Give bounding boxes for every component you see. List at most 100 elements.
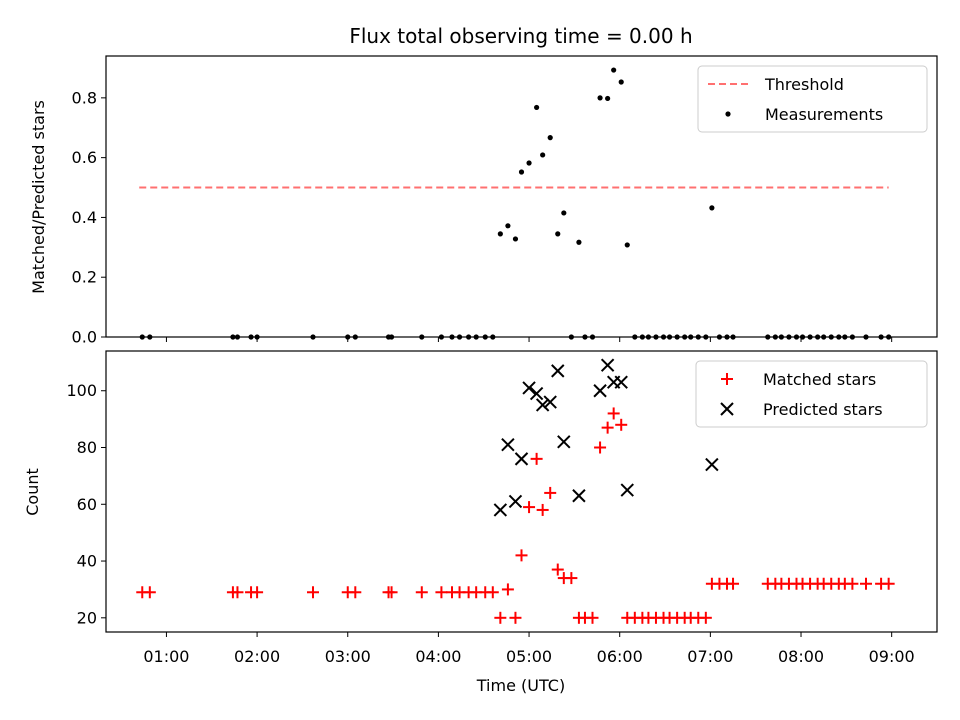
ratio-y-tick-label: 0.2 bbox=[72, 268, 97, 287]
count-y-tick-label: 20 bbox=[77, 608, 97, 627]
x-tick-label: 01:00 bbox=[143, 647, 189, 666]
legend-matched-swatch bbox=[721, 373, 733, 385]
count-y-tick-label: 80 bbox=[77, 438, 97, 457]
x-tick-label: 05:00 bbox=[506, 647, 552, 666]
ratio-legend-box bbox=[697, 65, 928, 133]
matched-star-point bbox=[565, 572, 578, 585]
x-axis-label: Time (UTC) bbox=[476, 676, 565, 695]
matched-star-point bbox=[523, 501, 536, 514]
predicted-star-point bbox=[535, 398, 550, 412]
matched-star-point bbox=[306, 586, 319, 599]
ratio-y-tick-label: 0.0 bbox=[72, 328, 97, 347]
x-tick-label: 08:00 bbox=[778, 647, 824, 666]
legend-predicted-label: Predicted stars bbox=[763, 400, 883, 419]
measurement-point bbox=[709, 205, 715, 211]
measurement-point bbox=[547, 135, 553, 141]
count-panel: 20 40 60 80 100 01:00 02:00 03:00 04:00 05:00 06:… bbox=[23, 350, 938, 695]
measurement-point bbox=[512, 236, 519, 242]
count-legend: Matched stars Predicted stars bbox=[695, 360, 928, 428]
predicted-star-point bbox=[543, 395, 557, 409]
ratio-y-axis-label: Matched/Predicted stars bbox=[29, 100, 48, 294]
matched-star-point bbox=[727, 577, 740, 590]
matched-star-point bbox=[607, 407, 620, 420]
predicted-star-point bbox=[600, 358, 615, 372]
ratio-plot-area bbox=[139, 67, 892, 340]
matched-star-point bbox=[385, 586, 398, 599]
predicted-star-point bbox=[572, 489, 586, 503]
matched-star-point bbox=[494, 611, 507, 624]
ratio-panel: Flux total observing time = 0.00 h 0.00.… bbox=[29, 24, 938, 347]
x-tick-label: 06:00 bbox=[597, 647, 643, 666]
matched-star-point bbox=[544, 486, 557, 499]
matched-star-point bbox=[415, 586, 428, 599]
matched-star-point bbox=[435, 586, 448, 599]
matched-star-point bbox=[509, 611, 522, 624]
measurement-point bbox=[605, 95, 611, 102]
matched-star-point bbox=[846, 577, 859, 590]
chart-title: Flux total observing time = 0.00 h bbox=[349, 24, 692, 48]
predicted-star-point bbox=[501, 437, 515, 452]
ratio-legend: Threshold Measurements bbox=[697, 65, 928, 133]
ratio-axes-frame bbox=[105, 55, 938, 338]
matched-star-point bbox=[882, 577, 895, 590]
ratio-y-tick-label: 0.6 bbox=[72, 148, 97, 167]
count-y-tick-label: 40 bbox=[77, 552, 97, 571]
x-tick-label: 03:00 bbox=[325, 647, 371, 666]
matched-star-point bbox=[615, 418, 628, 431]
x-tick-label: 04:00 bbox=[415, 647, 461, 666]
matched-star-point bbox=[536, 503, 549, 516]
measurement-point bbox=[618, 79, 624, 85]
measurement-point bbox=[534, 104, 540, 111]
matched-star-point bbox=[586, 611, 599, 624]
predicted-star-point bbox=[705, 457, 719, 472]
measurement-point bbox=[561, 210, 567, 216]
matched-star-point bbox=[594, 441, 607, 454]
measurement-point bbox=[624, 242, 630, 248]
predicted-star-point bbox=[614, 375, 628, 389]
legend-threshold-label: Threshold bbox=[764, 75, 844, 94]
count-y-tick-label: 60 bbox=[77, 495, 97, 514]
legend-predicted-swatch bbox=[720, 402, 734, 416]
legend-measurements-swatch bbox=[725, 111, 731, 117]
count-axes-frame bbox=[105, 350, 938, 633]
predicted-star-point bbox=[508, 494, 523, 509]
ratio-y-ticks: 0.0 0.2 0.4 0.6 0.8 bbox=[72, 88, 106, 347]
ratio-y-tick-label: 0.4 bbox=[72, 208, 97, 227]
matched-star-point bbox=[530, 452, 543, 465]
predicted-star-point bbox=[593, 384, 607, 398]
count-legend-box bbox=[695, 360, 928, 428]
x-tick-label: 02:00 bbox=[234, 647, 280, 666]
measurement-point bbox=[526, 160, 532, 166]
measurement-point bbox=[518, 169, 525, 175]
measurement-point bbox=[597, 95, 603, 101]
predicted-star-point bbox=[620, 483, 634, 497]
measurement-point bbox=[576, 239, 582, 245]
legend-matched-label: Matched stars bbox=[763, 370, 876, 389]
legend-measurements-label: Measurements bbox=[765, 105, 883, 124]
matched-star-point bbox=[699, 611, 712, 624]
measurement-point bbox=[505, 223, 511, 229]
measurement-point bbox=[497, 231, 503, 237]
matched-star-point bbox=[515, 549, 528, 562]
x-tick-label: 09:00 bbox=[869, 647, 915, 666]
ratio-y-tick-label: 0.8 bbox=[72, 88, 97, 107]
ratio-x-ticks bbox=[165, 337, 893, 342]
matched-star-point bbox=[551, 563, 564, 576]
predicted-star-point bbox=[522, 381, 536, 395]
matched-star-point bbox=[486, 586, 499, 599]
matched-star-point bbox=[501, 583, 514, 596]
matched-star-point bbox=[349, 586, 362, 599]
predicted-star-point bbox=[529, 386, 544, 401]
count-x-ticks: 01:00 02:00 03:00 04:00 05:00 06:00 07:00 08:00… bbox=[143, 632, 915, 666]
predicted-star-point bbox=[551, 364, 565, 378]
count-y-tick-label: 100 bbox=[66, 381, 97, 400]
matched-star-point bbox=[601, 421, 614, 434]
predicted-star-point bbox=[557, 435, 571, 449]
matched-star-point bbox=[143, 586, 156, 599]
measurement-point bbox=[555, 231, 561, 237]
count-y-ticks: 20 40 60 80 100 bbox=[66, 381, 106, 627]
measurement-point bbox=[540, 152, 546, 158]
x-tick-label: 07:00 bbox=[687, 647, 733, 666]
predicted-star-point bbox=[514, 452, 529, 466]
